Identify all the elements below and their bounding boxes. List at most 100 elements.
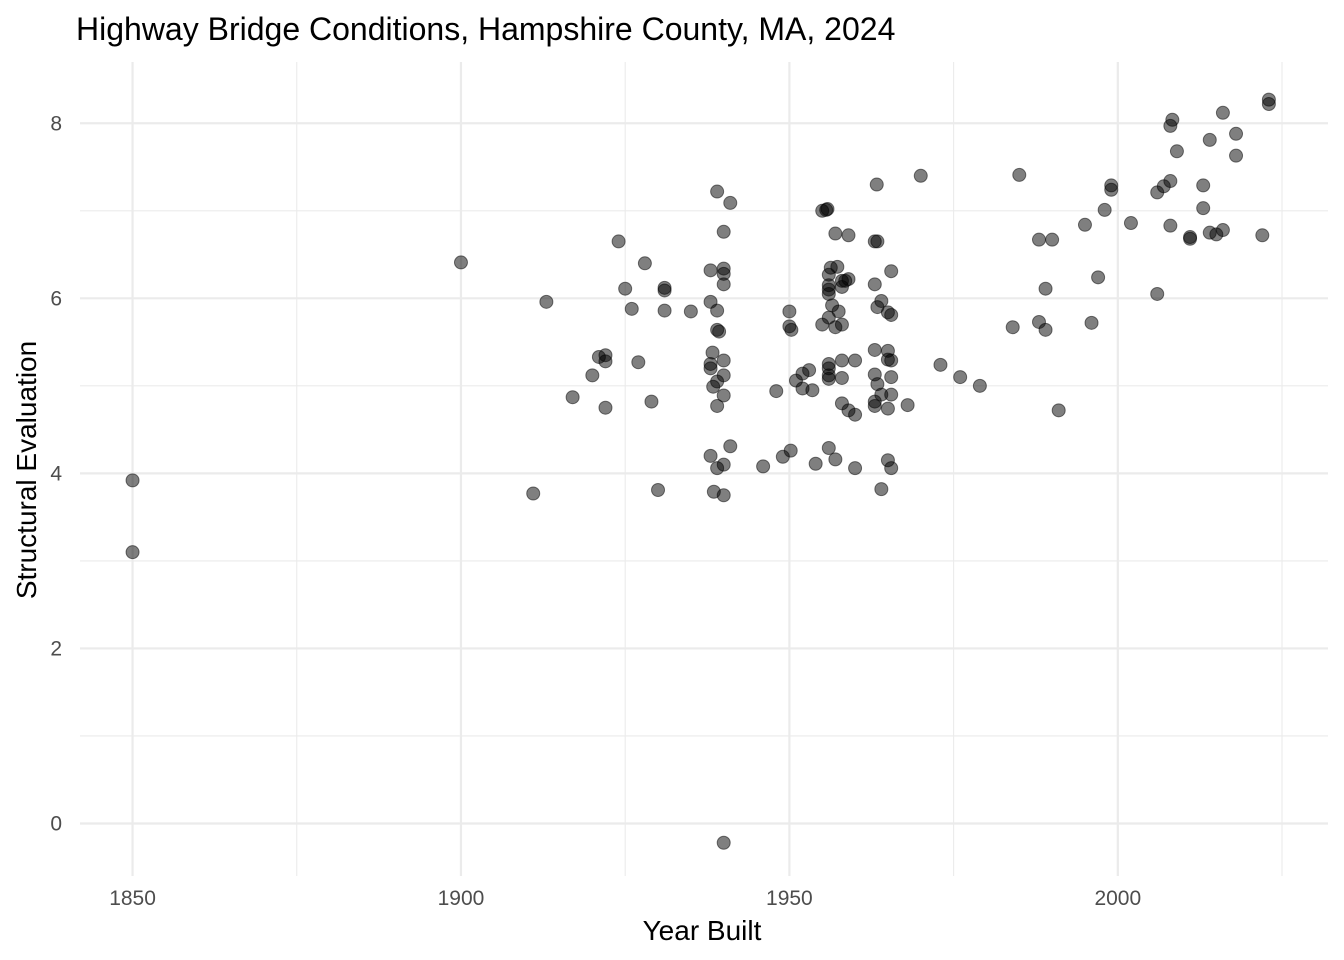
data-point — [828, 452, 843, 467]
data-point — [703, 448, 718, 463]
data-point — [598, 354, 613, 369]
data-point — [1150, 286, 1165, 301]
data-point — [716, 353, 731, 368]
data-point — [1123, 216, 1138, 231]
data-point — [880, 401, 895, 416]
data-point — [705, 345, 720, 360]
data-point — [1097, 202, 1112, 217]
data-point — [716, 488, 731, 503]
data-point — [884, 264, 899, 279]
data-point — [710, 303, 725, 318]
data-point — [848, 407, 863, 422]
data-point — [703, 263, 718, 278]
x-tick-label: 1850 — [109, 887, 156, 910]
data-point — [867, 342, 882, 357]
data-point — [784, 322, 799, 337]
data-point — [716, 368, 731, 383]
data-point — [716, 457, 731, 472]
data-point — [831, 304, 846, 319]
data-point — [933, 357, 948, 372]
data-point — [1215, 223, 1230, 238]
data-point — [716, 277, 731, 292]
data-point — [710, 184, 725, 199]
data-point — [565, 390, 580, 405]
data-point — [1038, 281, 1053, 296]
y-tick-label: 6 — [50, 287, 62, 310]
data-point — [637, 256, 652, 271]
data-point — [884, 307, 899, 322]
data-point — [618, 281, 633, 296]
data-point — [624, 301, 639, 316]
x-tick-label: 1950 — [766, 887, 813, 910]
data-point — [870, 234, 885, 249]
data-point — [1163, 218, 1178, 233]
data-point — [611, 234, 626, 249]
data-point — [526, 486, 541, 501]
data-point — [1051, 403, 1066, 418]
data-point — [125, 545, 140, 560]
data-point — [1005, 320, 1020, 335]
data-point — [1163, 174, 1178, 189]
x-tick-label: 2000 — [1094, 887, 1141, 910]
x-axis-tick-labels: 1850 1900 1950 2000 — [109, 887, 1141, 910]
data-point — [1229, 126, 1244, 141]
y-axis-title: Structural Evaluation — [11, 341, 42, 599]
data-point — [1104, 182, 1119, 197]
data-point — [1196, 201, 1211, 216]
minor-gridlines — [80, 62, 1328, 876]
data-point — [808, 456, 823, 471]
chart-title: Highway Bridge Conditions, Hampshire Cou… — [76, 11, 895, 47]
data-point — [716, 835, 731, 850]
data-point — [657, 303, 672, 318]
data-point — [841, 272, 856, 287]
data-point — [867, 277, 882, 292]
data-point — [830, 259, 845, 274]
data-point — [651, 483, 666, 498]
data-point — [1012, 167, 1027, 182]
data-point — [1169, 144, 1184, 159]
data-point — [1045, 232, 1060, 247]
y-axis-tick-labels: 0 2 4 6 8 — [50, 112, 62, 835]
data-point — [1084, 315, 1099, 330]
data-point — [683, 304, 698, 319]
data-point — [783, 443, 798, 458]
data-point — [644, 394, 659, 409]
data-point — [834, 353, 849, 368]
data-point — [972, 378, 987, 393]
data-point — [1038, 322, 1053, 337]
data-point — [716, 388, 731, 403]
data-point — [802, 363, 817, 378]
data-point — [657, 283, 672, 298]
data-point — [1229, 148, 1244, 163]
data-point — [884, 387, 899, 402]
data-point — [769, 384, 784, 399]
data-point — [1261, 97, 1276, 112]
data-point — [631, 355, 646, 370]
data-point — [539, 294, 554, 309]
data-point — [900, 398, 915, 413]
data-point — [874, 293, 889, 308]
x-axis-title: Year Built — [643, 915, 762, 946]
data-point — [723, 439, 738, 454]
data-point — [1091, 270, 1106, 285]
data-point — [712, 324, 727, 339]
data-point — [703, 361, 718, 376]
y-tick-label: 8 — [50, 112, 62, 135]
data-point — [867, 398, 882, 413]
data-point — [716, 224, 731, 239]
data-point — [834, 370, 849, 385]
data-point — [821, 440, 836, 455]
data-point — [848, 461, 863, 476]
data-point — [805, 383, 820, 398]
data-point — [756, 459, 771, 474]
data-point — [1165, 112, 1180, 127]
data-point — [913, 168, 928, 183]
data-point — [1215, 105, 1230, 120]
data-point — [723, 195, 738, 210]
data-point — [848, 353, 863, 368]
data-point — [874, 482, 889, 497]
y-tick-label: 4 — [50, 462, 62, 485]
data-point — [821, 371, 836, 386]
data-point — [598, 400, 613, 415]
